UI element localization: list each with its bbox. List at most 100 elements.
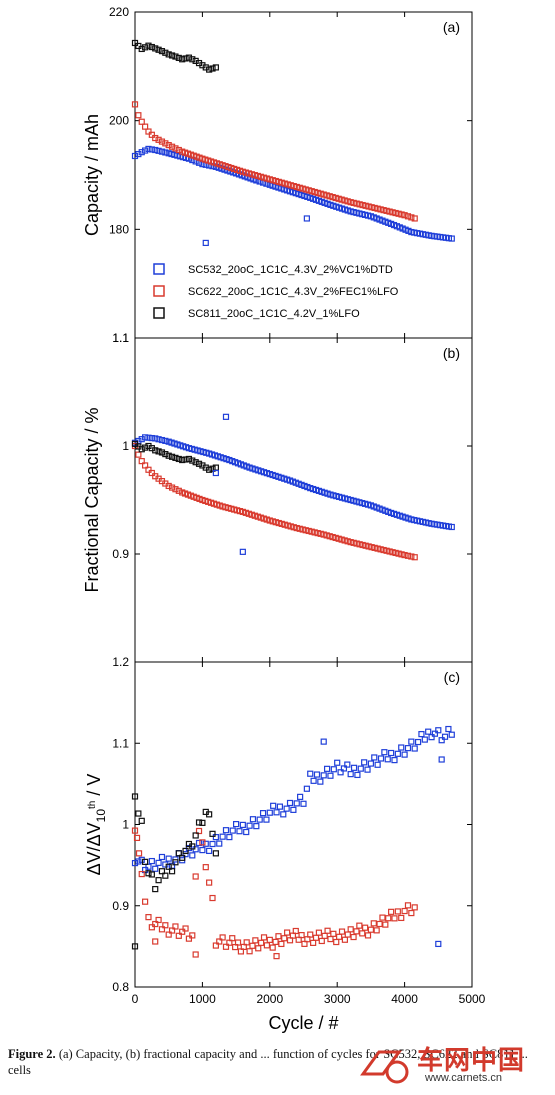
series-3	[131, 793, 219, 893]
data-point	[317, 778, 324, 785]
data-point	[158, 138, 166, 145]
data-point	[435, 727, 442, 734]
data-point	[307, 770, 314, 777]
series-2	[131, 827, 418, 955]
outlier-point	[320, 738, 327, 745]
data-point	[185, 54, 193, 61]
data-point	[145, 434, 152, 441]
outlier-point	[239, 548, 246, 555]
x-axis-label: Cycle / #	[268, 1013, 338, 1033]
data-point	[408, 553, 415, 560]
data-point	[276, 803, 284, 810]
data-point	[391, 915, 398, 922]
data-point	[145, 466, 152, 473]
data-point	[168, 453, 176, 460]
data-point	[182, 456, 189, 463]
outlier-point	[152, 938, 159, 945]
data-point	[135, 451, 142, 458]
panel-annotation: (b)	[443, 345, 460, 361]
legend-marker	[153, 307, 165, 319]
data-point	[401, 751, 408, 758]
watermark: 车网中国 www.carnets.cn	[359, 1040, 549, 1090]
data-point	[148, 469, 155, 477]
legend-marker	[153, 263, 165, 275]
data-point	[206, 811, 213, 818]
data-point	[175, 850, 182, 857]
data-point	[334, 759, 341, 766]
data-point	[381, 749, 388, 756]
data-point	[394, 908, 401, 915]
data-point	[398, 914, 405, 922]
data-point	[266, 809, 273, 816]
data-point	[152, 885, 159, 893]
data-point	[155, 859, 162, 866]
data-point	[249, 816, 257, 823]
plot-frame	[134, 337, 473, 663]
data-point	[401, 212, 408, 219]
data-point	[135, 112, 142, 119]
data-point	[353, 928, 360, 935]
data-point	[255, 945, 262, 952]
series-1	[131, 725, 455, 874]
data-point	[155, 46, 162, 53]
data-point	[158, 48, 166, 55]
data-point	[172, 53, 179, 60]
data-point	[138, 817, 145, 824]
data-point	[168, 484, 176, 491]
data-point	[272, 938, 279, 946]
data-point	[148, 857, 155, 865]
data-point	[448, 523, 455, 531]
watermark-logo-icon	[360, 1050, 409, 1084]
data-point	[179, 56, 186, 63]
data-point	[138, 870, 145, 878]
data-point	[131, 827, 139, 834]
data-point	[318, 937, 325, 945]
data-point	[162, 49, 169, 56]
data-point	[300, 800, 307, 807]
data-point	[148, 43, 155, 51]
data-point	[327, 935, 334, 943]
data-point	[219, 934, 226, 941]
panel-annotation: (a)	[443, 19, 460, 35]
x-tick-label: 0	[132, 992, 139, 1006]
outlier-point	[212, 469, 219, 477]
y-tick-label-bottom: 1.1	[112, 331, 129, 345]
data-point	[336, 933, 343, 940]
data-point	[189, 457, 196, 464]
data-point	[293, 800, 300, 807]
data-point	[179, 456, 186, 464]
data-point	[138, 118, 145, 125]
data-point	[131, 793, 139, 800]
y-tick-label: 180	[109, 222, 129, 236]
data-point	[414, 738, 422, 746]
series-2	[131, 442, 418, 561]
data-point	[347, 771, 354, 778]
data-point	[404, 902, 412, 909]
data-point	[249, 942, 256, 949]
data-point	[199, 839, 206, 846]
data-point	[195, 460, 203, 467]
data-point	[142, 44, 149, 51]
data-point	[411, 554, 418, 561]
data-point	[185, 455, 193, 463]
data-point	[431, 730, 439, 737]
data-point	[182, 55, 189, 62]
data-point	[172, 454, 179, 461]
data-point	[323, 765, 331, 772]
data-point	[152, 134, 159, 142]
data-point	[133, 834, 141, 842]
data-point	[142, 866, 149, 874]
data-point	[404, 745, 412, 752]
data-point	[384, 756, 391, 763]
data-point	[438, 737, 445, 744]
data-point	[320, 772, 327, 779]
data-point	[388, 749, 395, 757]
data-point	[408, 738, 415, 745]
data-point	[290, 806, 297, 813]
x-tick-label: 3000	[324, 992, 351, 1006]
data-point	[404, 552, 412, 559]
data-point	[175, 487, 182, 494]
data-point	[216, 938, 223, 945]
data-point	[234, 939, 242, 946]
data-point	[338, 928, 346, 935]
